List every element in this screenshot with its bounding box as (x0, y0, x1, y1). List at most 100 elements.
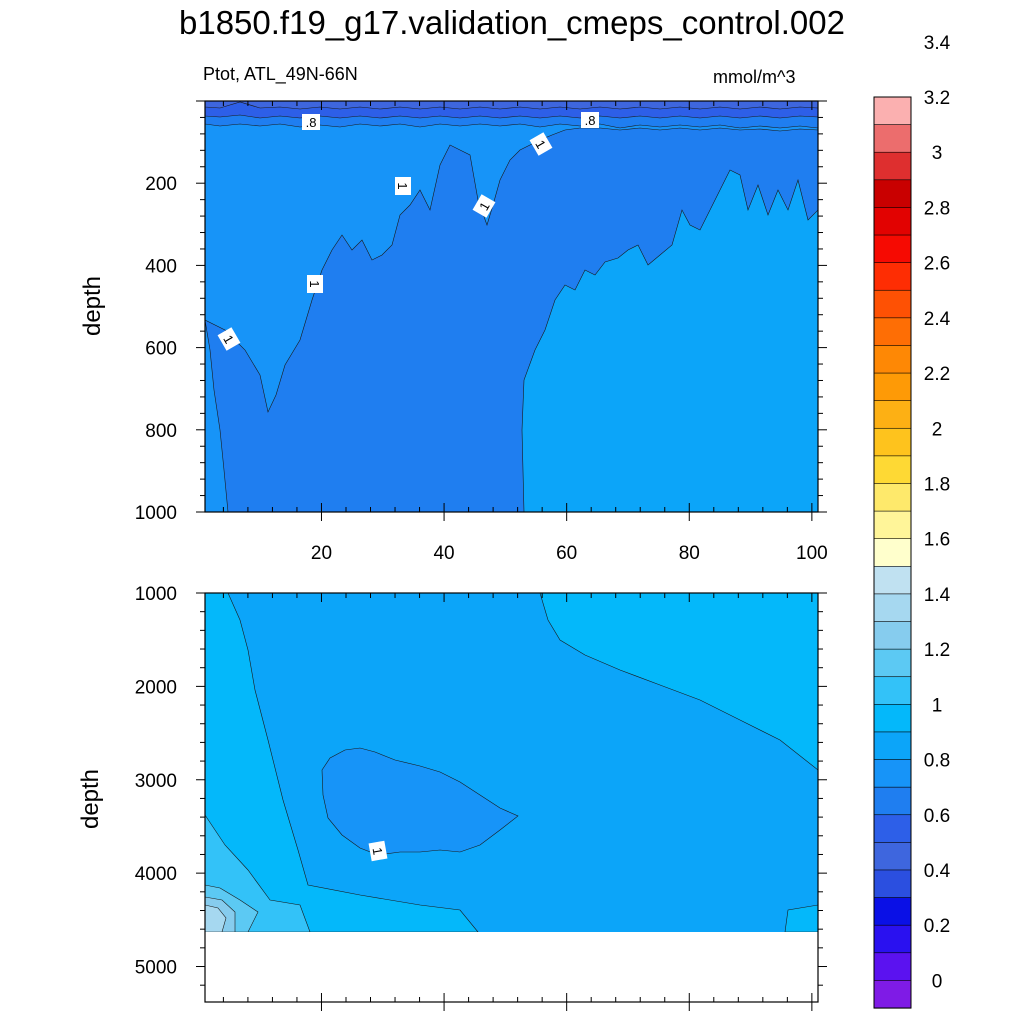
svg-text:1: 1 (307, 280, 322, 287)
colorbar-swatch (873, 566, 912, 595)
colorbar-label: 2.4 (924, 309, 951, 330)
colorbar-swatch (873, 621, 912, 650)
colorbar-swatch (873, 262, 912, 291)
colorbar-swatch (873, 759, 912, 788)
upper-panel-frame (204, 100, 819, 513)
colorbar-swatch (873, 786, 912, 816)
colorbar-label: 1.4 (924, 585, 951, 606)
colorbar-label: 0.2 (924, 916, 950, 937)
colorbar-swatch (873, 731, 912, 761)
colorbar-label: 1.2 (924, 640, 950, 661)
x-tick-label: 40 (433, 543, 454, 564)
contour-label: 1 (395, 177, 411, 195)
y-tick-label: 2000 (135, 677, 177, 698)
y-tick-label: 3000 (135, 771, 177, 792)
colorbar-swatch (873, 648, 912, 678)
contour-label: .8 (581, 112, 599, 128)
svg-text:1: 1 (395, 182, 410, 189)
y-tick-label: 1000 (135, 584, 177, 605)
upper-fill-right-light (521, 169, 818, 512)
colorbar-label: 2 (932, 419, 943, 440)
lower-axes: 1000 2000 3000 4000 5000 (135, 584, 827, 1011)
colorbar-swatch (873, 400, 912, 429)
svg-text:1: 1 (369, 846, 385, 856)
y-tick-label: 1000 (135, 503, 177, 524)
colorbar-swatch (873, 510, 912, 540)
lower-fill-corner-4 (205, 904, 227, 933)
colorbar-swatch (873, 455, 912, 485)
y-tick-label: 5000 (135, 958, 177, 979)
y-tick-label: 4000 (135, 864, 177, 885)
colorbar-swatch (873, 704, 912, 733)
colorbar-swatch (873, 869, 912, 899)
colorbar-swatch (873, 234, 912, 264)
colorbar-swatch (873, 345, 912, 374)
y-tick-label: 400 (145, 256, 177, 277)
lower-panel-frame (204, 592, 819, 1003)
colorbar-swatch (873, 676, 912, 705)
colorbar-swatch (873, 151, 912, 181)
lower-fill-core-dark (321, 747, 519, 856)
colorbar-frame (873, 96, 912, 1009)
contour-label: 1 (368, 840, 388, 862)
colorbar-swatch (873, 814, 912, 843)
colorbar: 0 0.2 0.4 0.6 0.8 1 1.2 1.4 1.6 1.8 2 2.2 2.4 2.6 2.8 3… (873, 33, 951, 1009)
contour-label: 1 (472, 194, 496, 218)
upper-fill-left-dark (205, 150, 229, 512)
units-label: mmol/m^3 (713, 67, 796, 87)
contour-label: 1 (307, 275, 323, 293)
svg-text:.8: .8 (306, 115, 317, 130)
colorbar-label: 0.4 (924, 861, 951, 882)
colorbar-swatch (873, 289, 912, 319)
upper-panel (205, 101, 818, 512)
colorbar-swatch (873, 483, 912, 512)
svg-text:.8: .8 (585, 113, 596, 128)
lower-fill-upper-right-light (539, 593, 818, 771)
colorbar-swatch (873, 124, 912, 153)
colorbar-swatch (873, 538, 912, 567)
colorbar-label: 1.6 (924, 530, 950, 551)
colorbar-swatch (873, 897, 912, 926)
chart-title: b1850.f19_g17.validation_cmeps_control.0… (179, 4, 845, 41)
colorbar-swatch (873, 317, 912, 347)
upper-fill-center (205, 101, 818, 413)
colorbar-label: 3 (932, 143, 943, 164)
colorbar-label: 0.8 (924, 751, 950, 772)
colorbar-label: 2.8 (924, 198, 950, 219)
colorbar-swatch (873, 842, 912, 871)
y-tick-label: 200 (145, 174, 177, 195)
lower-fill-left-light (205, 593, 479, 933)
colorbar-swatch (873, 980, 912, 1009)
colorbar-swatch (873, 924, 912, 954)
contour-label: 1 (217, 327, 241, 351)
colorbar-swatch (873, 372, 912, 402)
colorbar-swatch (873, 952, 912, 981)
contour-label: 1 (529, 132, 553, 156)
x-tick-label: 60 (556, 543, 577, 564)
colorbar-label: 0.6 (924, 806, 950, 827)
colorbar-label: 1.8 (924, 474, 950, 495)
x-tick-label: 100 (796, 543, 828, 564)
contour-label: .8 (302, 114, 320, 130)
colorbar-swatch (873, 179, 912, 209)
colorbar-label: 1 (932, 695, 943, 716)
colorbar-label: 2.6 (924, 254, 950, 275)
contour-labels: .8 .8 1 1 1 1 1 1 (217, 112, 599, 862)
y-tick-label: 800 (145, 421, 177, 442)
colorbar-swatch (873, 427, 912, 457)
colorbar-swatch (873, 593, 912, 623)
colorbar-swatch (873, 96, 912, 126)
x-tick-label: 20 (311, 543, 332, 564)
lower-panel (205, 593, 818, 1002)
x-tick-label: 80 (679, 543, 700, 564)
colorbar-label: 3.2 (924, 88, 950, 109)
upper-axes: 20 40 60 80 100 200 400 600 800 1000 (135, 100, 828, 564)
colorbar-label: 2.2 (924, 364, 950, 385)
y-tick-label: 600 (145, 339, 177, 360)
colorbar-label: 3.4 (924, 33, 951, 54)
variable-region-label: Ptot, ATL_49N-66N (203, 64, 358, 84)
colorbar-label: 0 (932, 971, 943, 992)
colorbar-swatch (873, 207, 912, 236)
lower-missing-data (205, 932, 818, 1002)
